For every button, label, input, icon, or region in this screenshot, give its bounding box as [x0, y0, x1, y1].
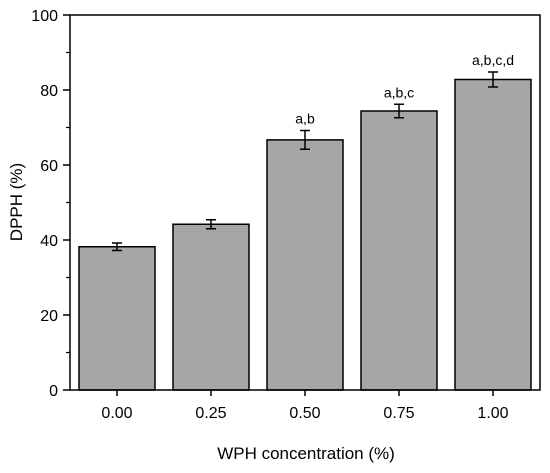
bar-0.00	[78, 246, 156, 391]
bar-0.50	[266, 139, 344, 391]
significance-label-1.00: a,b,c,d	[472, 52, 514, 68]
error-bar-0.00	[112, 242, 122, 252]
annotations-layer: a,b a,b,c a,b,c,d	[295, 52, 514, 127]
bar-0.25	[172, 223, 250, 391]
y-tick-label: 0	[49, 383, 58, 400]
y-tick-label: 20	[40, 308, 58, 325]
y-tick-label: 60	[40, 158, 58, 175]
error-bar-0.75	[394, 103, 404, 119]
significance-label-0.50: a,b	[295, 111, 315, 127]
x-tick-label: 0.25	[195, 405, 226, 422]
bar-1.00	[454, 78, 532, 391]
error-bar-0.50	[300, 129, 310, 150]
ticks-layer: 0.00 0.25 0.50 0.75 1.00 0 20 40 60 80 100	[31, 8, 508, 422]
x-tick-label: 0.00	[101, 405, 132, 422]
significance-label-0.75: a,b,c	[384, 84, 414, 100]
error-bar-1.00	[488, 71, 498, 88]
x-tick-label: 1.00	[477, 405, 508, 422]
bar-0.75	[360, 110, 438, 391]
y-tick-label: 100	[31, 8, 58, 25]
y-tick-label: 80	[40, 83, 58, 100]
x-tick-label: 0.50	[289, 405, 320, 422]
x-axis-label: WPH concentration (%)	[217, 444, 395, 463]
y-tick-label: 40	[40, 233, 58, 250]
y-axis-label: DPPH (%)	[7, 163, 26, 241]
error-bar-0.25	[206, 219, 216, 230]
x-tick-label: 0.75	[383, 405, 414, 422]
error-bars-layer	[112, 71, 498, 252]
